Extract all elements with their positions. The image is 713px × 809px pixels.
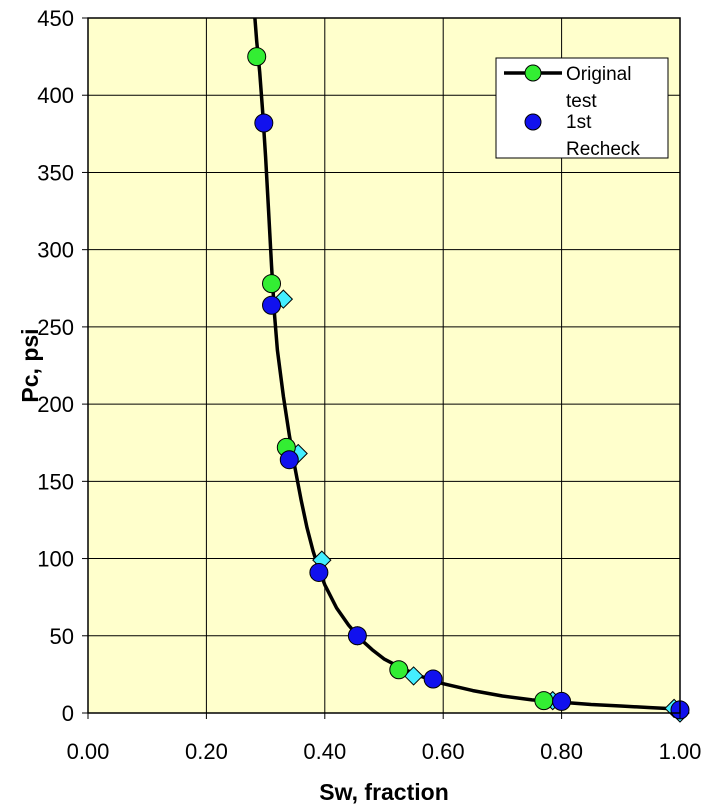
x-tick-label: 0.40: [303, 739, 346, 764]
legend-label-recheck-line: 1st: [566, 112, 592, 133]
legend-marker-original: [524, 64, 542, 82]
fitted-curve-line: [253, 18, 680, 711]
circle-point: [534, 691, 554, 711]
x-tick-label: 0.60: [422, 739, 465, 764]
legend-label-original-line: Original: [566, 64, 631, 85]
y-tick-label: 400: [37, 83, 74, 108]
y-tick-label: 150: [37, 469, 74, 494]
x-tick-label: 1.00: [659, 739, 702, 764]
y-axis-title: Pc, psi: [17, 328, 43, 402]
circle-point: [262, 274, 282, 294]
y-tick-label: 0: [62, 701, 74, 726]
x-tick-label: 0.20: [185, 739, 228, 764]
y-tick-label: 100: [37, 547, 74, 572]
y-tick-label: 350: [37, 160, 74, 185]
circle-point: [254, 113, 274, 133]
x-tick-label: 0.80: [540, 739, 583, 764]
y-tick-label: 300: [37, 238, 74, 263]
circle-point: [279, 450, 299, 470]
legend-label-original-line: test: [566, 91, 597, 112]
fitted-curve: [253, 18, 680, 711]
legend-marker-recheck: [524, 113, 542, 131]
y-tick-label: 50: [50, 624, 74, 649]
circle-point: [247, 47, 267, 67]
x-axis-title: Sw, fraction: [319, 779, 449, 805]
circle-point: [552, 691, 572, 711]
y-tick-label: 250: [37, 315, 74, 340]
plot-border: [87, 17, 681, 714]
legend-label-recheck-line: Recheck: [566, 139, 640, 160]
circle-point: [309, 562, 329, 582]
legend-label-original: Original test: [566, 64, 631, 112]
data-points: [247, 47, 690, 723]
circle-point: [347, 626, 367, 646]
tick-labels: 0.00 0.20 0.40 0.60 0.80 1.00 0 50 100 150 200 250 3…: [37, 6, 701, 764]
legend-label-recheck: 1st Recheck: [566, 112, 640, 160]
y-tick-label: 450: [37, 6, 74, 31]
grid-lines: [88, 18, 680, 713]
y-tick-label: 200: [37, 392, 74, 417]
circle-point: [262, 295, 282, 315]
x-tick-label: 0.00: [67, 739, 110, 764]
circle-point: [423, 669, 443, 689]
circle-point: [389, 660, 409, 680]
